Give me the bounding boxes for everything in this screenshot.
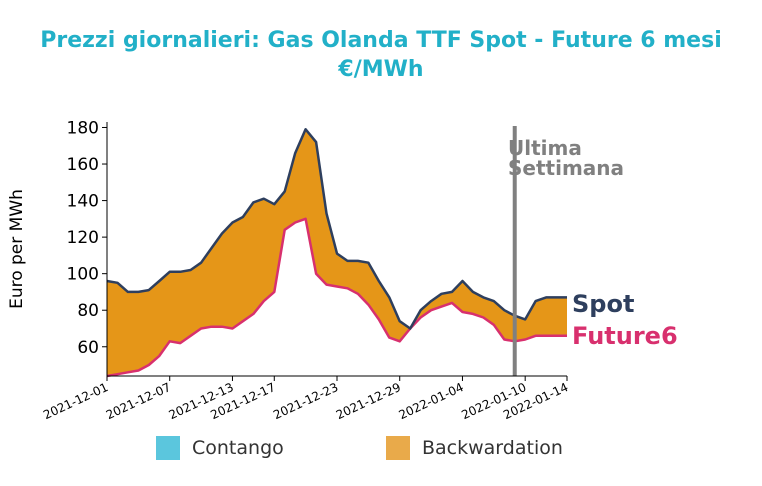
y-tick-label: 120	[67, 228, 99, 248]
y-axis-label: Euro per MWh	[7, 189, 27, 309]
legend-label-contango: Contango	[192, 437, 284, 459]
series-label-spot: Spot	[572, 290, 634, 318]
y-tick-label: 140	[67, 192, 99, 212]
x-tick-label: 2021-12-07	[104, 380, 173, 422]
legend-swatch-contango	[156, 436, 180, 460]
x-tick-label: 2021-12-23	[271, 380, 340, 422]
y-tick-label: 180	[67, 118, 99, 138]
chart-title: Prezzi giornalieri: Gas Olanda TTF Spot …	[0, 26, 762, 84]
chart-title-line2: €/MWh	[338, 57, 424, 82]
chart-title-line1: Prezzi giornalieri: Gas Olanda TTF Spot …	[40, 28, 722, 53]
legend-item-backwardation: Backwardation	[386, 436, 563, 460]
annotation-line1: Ultima	[508, 136, 582, 160]
future6-line	[106, 217, 567, 378]
x-tick-label: 2021-12-29	[334, 380, 403, 422]
y-tick-label: 160	[67, 155, 99, 175]
x-tick-label: 2021-12-01	[41, 380, 110, 422]
legend-swatch-backwardation	[386, 436, 410, 460]
legend-label-backwardation: Backwardation	[422, 437, 563, 459]
x-tick-label: 2022-01-04	[397, 380, 466, 422]
y-tick-label: 60	[77, 338, 99, 358]
spot-line	[106, 128, 567, 330]
y-tick-label: 100	[67, 265, 99, 285]
series-label-future6: Future6	[572, 322, 678, 350]
legend-item-contango: Contango	[156, 436, 284, 460]
y-tick-label: 80	[77, 301, 99, 321]
annotation-line2: Settimana	[508, 156, 624, 180]
backwardation-area	[107, 129, 567, 376]
